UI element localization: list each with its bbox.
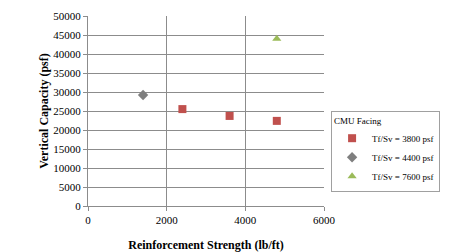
svg-text:40000: 40000 xyxy=(53,48,81,60)
svg-text:0: 0 xyxy=(85,214,91,226)
svg-text:35000: 35000 xyxy=(53,67,81,79)
svg-text:Tf/Sv = 3800 psf: Tf/Sv = 3800 psf xyxy=(372,134,433,144)
svg-text:5000: 5000 xyxy=(59,181,82,193)
svg-text:Reinforcement Strength (lb/ft): Reinforcement Strength (lb/ft) xyxy=(128,238,284,252)
svg-text:CMU Facing: CMU Facing xyxy=(334,116,382,126)
svg-text:0: 0 xyxy=(75,200,81,212)
svg-text:4000: 4000 xyxy=(234,214,257,226)
svg-text:Vertical Capacity (psf): Vertical Capacity (psf) xyxy=(37,53,51,169)
svg-text:30000: 30000 xyxy=(53,86,81,98)
svg-text:15000: 15000 xyxy=(53,143,81,155)
svg-text:6000: 6000 xyxy=(313,214,336,226)
svg-text:2000: 2000 xyxy=(156,214,179,226)
svg-text:Tf/Sv = 4400 psf: Tf/Sv = 4400 psf xyxy=(372,153,433,163)
svg-text:45000: 45000 xyxy=(53,29,81,41)
svg-text:20000: 20000 xyxy=(53,124,81,136)
svg-text:Tf/Sv = 7600 psf: Tf/Sv = 7600 psf xyxy=(372,172,433,182)
svg-text:10000: 10000 xyxy=(53,162,81,174)
svg-text:25000: 25000 xyxy=(53,105,81,117)
svg-text:50000: 50000 xyxy=(53,10,81,22)
